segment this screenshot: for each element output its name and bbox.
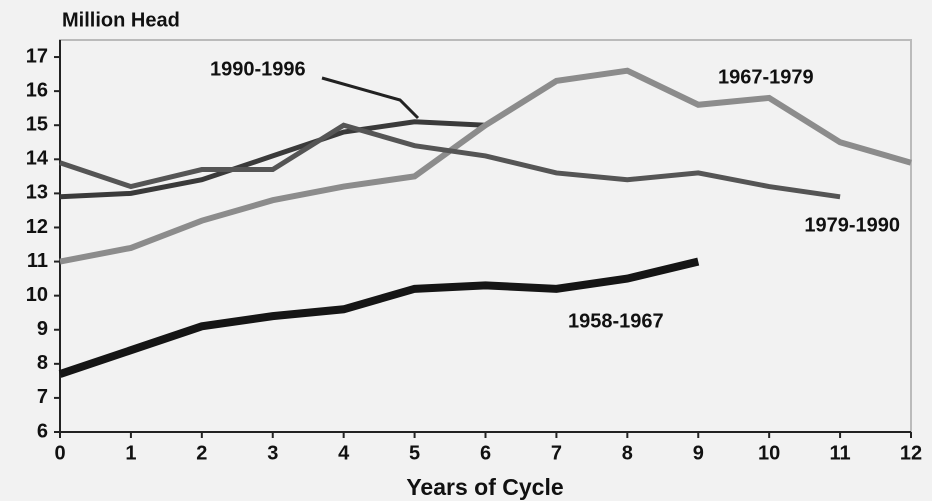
y-tick-label: 12 bbox=[26, 216, 48, 238]
x-tick-label: 11 bbox=[830, 442, 851, 464]
x-tick-label: 9 bbox=[693, 442, 704, 464]
y-tick-label: 10 bbox=[26, 284, 48, 306]
x-tick-label: 5 bbox=[409, 442, 420, 464]
series-label: 1979-1990 bbox=[804, 214, 900, 236]
annotation-arrow bbox=[321, 76, 420, 120]
y-tick-label: 6 bbox=[37, 420, 48, 442]
x-tick-label: 4 bbox=[338, 442, 350, 464]
x-tick-label: 12 bbox=[900, 442, 922, 464]
series-label: 1967-1979 bbox=[718, 66, 814, 88]
x-tick-label: 6 bbox=[480, 442, 491, 464]
x-tick-label: 2 bbox=[196, 442, 207, 464]
x-tick-label: 10 bbox=[758, 442, 780, 464]
x-tick-label: 1 bbox=[125, 442, 136, 464]
series-line bbox=[59, 122, 841, 200]
y-axis-label: Million Head bbox=[62, 9, 180, 31]
series-line bbox=[58, 257, 700, 378]
x-tick-label: 0 bbox=[54, 442, 65, 464]
y-tick-label: 14 bbox=[26, 148, 49, 170]
y-tick-label: 17 bbox=[26, 45, 48, 67]
y-tick-label: 9 bbox=[37, 318, 48, 340]
x-axis-label: Years of Cycle bbox=[406, 474, 563, 500]
y-tick-label: 15 bbox=[26, 113, 48, 135]
y-tick-label: 13 bbox=[26, 182, 48, 204]
x-tick-label: 8 bbox=[622, 442, 633, 464]
y-tick-label: 16 bbox=[26, 79, 48, 101]
y-tick-label: 11 bbox=[27, 250, 48, 272]
series-line bbox=[59, 67, 912, 265]
y-tick-label: 8 bbox=[37, 352, 48, 374]
series-label: 1958-1967 bbox=[568, 310, 664, 332]
series-label: 1990-1996 bbox=[210, 58, 306, 80]
y-tick-label: 7 bbox=[37, 386, 48, 408]
x-tick-label: 7 bbox=[551, 442, 562, 464]
x-tick-label: 3 bbox=[267, 442, 278, 464]
series-line bbox=[59, 119, 486, 200]
